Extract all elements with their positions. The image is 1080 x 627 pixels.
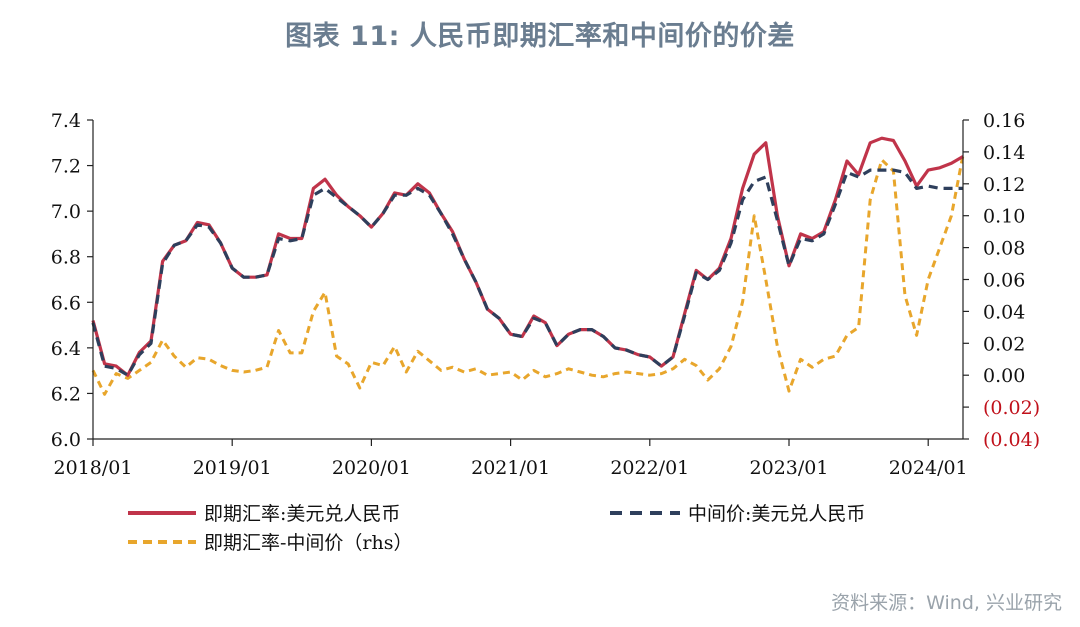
x-tick-label: 2024/01 [889, 457, 968, 479]
y-right-tick-label: 0.10 [983, 206, 1025, 228]
y-right-tick-label: 0.08 [983, 238, 1025, 260]
y-left-tick-label: 6.4 [51, 338, 81, 360]
legend-label-spread: 即期汇率-中间价（rhs） [204, 532, 413, 554]
y-right-tick-label: 0.02 [983, 333, 1025, 355]
y-left-tick-label: 6.0 [51, 429, 81, 451]
series-spread-line [91, 154, 965, 396]
y-left-tick-label: 7.2 [51, 156, 81, 178]
x-tick-label: 2020/01 [332, 457, 411, 479]
y-right-tick-label: 0.04 [983, 301, 1025, 323]
y-right-tick-label: (0.02) [983, 397, 1040, 419]
x-tick-label: 2021/01 [471, 457, 550, 479]
y-right-tick-label: 0.06 [983, 270, 1025, 292]
y-right-tick-label: 0.00 [983, 365, 1025, 387]
series-central-line [91, 168, 963, 377]
series-spot-line [91, 136, 964, 377]
legend-label-spot: 即期汇率:美元兑人民币 [204, 503, 400, 525]
y-right-tick-label: 0.16 [983, 110, 1025, 132]
series-layer [91, 136, 965, 396]
y-right-tick-label: (0.04) [983, 429, 1040, 451]
y-left-tick-label: 6.8 [51, 247, 81, 269]
legend-label-central: 中间价:美元兑人民币 [688, 503, 865, 525]
y-right-tick-label: 0.12 [983, 174, 1025, 196]
x-tick-label: 2018/01 [54, 457, 133, 479]
axis-layer: 6.0 6.2 6.4 6.6 6.8 7.0 7.2 7.4 (0.04) (0.02) 0.00… [51, 110, 1040, 479]
x-tick-label: 2019/01 [193, 457, 272, 479]
legend: 即期汇率:美元兑人民币 中间价:美元兑人民币 即期汇率-中间价（rhs） [128, 503, 865, 554]
y-left-tick-label: 6.6 [51, 292, 81, 314]
y-right-tick-label: 0.14 [983, 142, 1025, 164]
x-tick-label: 2023/01 [750, 457, 829, 479]
y-left-tick-label: 7.0 [51, 201, 81, 223]
chart-title: 图表 11: 人民币即期汇率和中间价的价差 [285, 21, 795, 52]
x-tick-label: 2022/01 [610, 457, 689, 479]
y-left-tick-label: 7.4 [51, 110, 81, 132]
source-note: 资料来源：Wind, 兴业研究 [831, 592, 1062, 614]
y-left-tick-label: 6.2 [51, 383, 81, 405]
